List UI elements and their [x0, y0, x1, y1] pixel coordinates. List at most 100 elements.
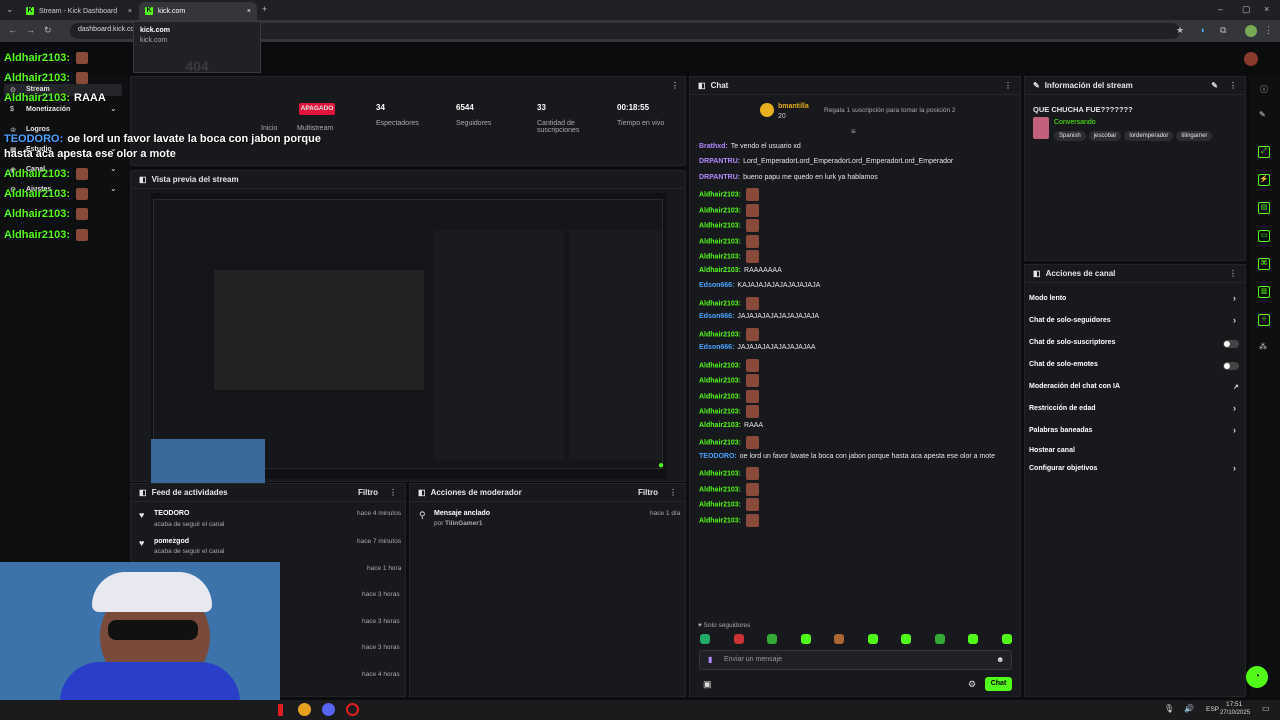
channel-action-2[interactable]: Chat de solo-seguidores ›: [1029, 315, 1241, 329]
new-tab-icon[interactable]: +: [262, 4, 268, 14]
chat-bubble-icon[interactable]: ▭: [1258, 230, 1270, 242]
gear-icon[interactable]: ⚙: [968, 679, 977, 689]
chat-username[interactable]: Aldhair2103:: [699, 470, 742, 478]
quick-emote-icon[interactable]: [800, 634, 811, 644]
chat-username[interactable]: Brathxd:: [699, 143, 728, 150]
toggle-switch[interactable]: [1223, 340, 1239, 348]
browser-menu-icon[interactable]: ⋮: [1264, 25, 1273, 35]
chat-username[interactable]: Aldhair2103:: [699, 501, 742, 509]
discord-icon[interactable]: [322, 703, 335, 716]
quick-emote-icon[interactable]: [901, 634, 911, 644]
tag[interactable]: lordemperador: [1124, 131, 1174, 141]
channel-action-9[interactable]: Configurar objetivos ›: [1029, 463, 1241, 477]
channel-action-3[interactable]: Chat de solo-suscriptores: [1029, 339, 1241, 351]
tag[interactable]: Spanish: [1054, 131, 1086, 141]
feed-item-name[interactable]: pomezgod: [154, 538, 189, 545]
forward-icon[interactable]: →: [26, 25, 35, 35]
quick-emote-icon[interactable]: [867, 634, 878, 644]
user-avatar[interactable]: [1244, 52, 1258, 66]
chat-username[interactable]: Aldhair2103:: [699, 253, 742, 261]
notification-icon[interactable]: ▭: [1262, 704, 1270, 713]
chrome-icon[interactable]: [298, 703, 311, 716]
chat-username[interactable]: Aldhair2103:: [699, 377, 742, 385]
more-options-icon[interactable]: ⋮: [1229, 81, 1237, 90]
quick-emote-icon[interactable]: [834, 634, 844, 644]
tag[interactable]: jescobar: [1088, 131, 1122, 141]
chat-username[interactable]: Aldhair2103:: [699, 439, 742, 447]
reload-icon[interactable]: ↻: [44, 25, 52, 35]
gift-icon[interactable]: ▣: [703, 679, 712, 689]
support-chat-icon[interactable]: ◔: [1246, 666, 1268, 688]
channel-action-8[interactable]: Hostear canal: [1029, 447, 1241, 459]
tab-stream-dashboard[interactable]: K Stream - Kick Dashboard ×: [20, 2, 138, 20]
maximize-icon[interactable]: ▢: [1242, 4, 1251, 14]
profile-avatar[interactable]: [1245, 25, 1257, 37]
chat-input[interactable]: ▮ Enviar un mensaje ☻: [699, 650, 1012, 670]
app-icon-red[interactable]: [278, 704, 283, 716]
mod-item-user[interactable]: TilinGamer1: [445, 520, 483, 527]
tag[interactable]: tilingamer: [1176, 131, 1213, 141]
chat-username[interactable]: Edson666:: [699, 282, 735, 289]
chat-username[interactable]: Aldhair2103:: [699, 331, 742, 339]
close-tab-icon[interactable]: ×: [127, 7, 132, 15]
emoji-picker-icon[interactable]: ☻: [996, 655, 1005, 664]
back-icon[interactable]: ←: [8, 25, 17, 35]
mic-icon[interactable]: 🎙: [1164, 704, 1175, 713]
feed-filter-button[interactable]: Filtro: [358, 488, 378, 497]
chat-username[interactable]: DRPANTRU:: [699, 174, 741, 181]
chat-username[interactable]: Aldhair2103:: [699, 267, 742, 274]
tab-kick[interactable]: K kick.com ×: [139, 2, 257, 20]
quick-emote-icon[interactable]: [767, 634, 777, 644]
toggle-switch[interactable]: [1223, 362, 1239, 370]
quick-emote-icon[interactable]: [968, 634, 978, 644]
chat-username[interactable]: Aldhair2103:: [699, 362, 742, 370]
extension-icon[interactable]: ◗: [1200, 25, 1206, 35]
chat-username[interactable]: Aldhair2103:: [699, 393, 742, 401]
channel-action-1[interactable]: Modo lento ›: [1029, 293, 1241, 307]
sidebar-item-ajustes[interactable]: ⚙ Ajustes ⌄: [4, 184, 122, 196]
expand-icon[interactable]: ⤢: [1258, 146, 1270, 158]
pencil-icon[interactable]: ✎: [1259, 110, 1266, 119]
minimize-icon[interactable]: –: [1218, 4, 1224, 14]
send-chat-button[interactable]: Chat: [985, 677, 1012, 691]
quick-emote-icon[interactable]: [1001, 634, 1012, 644]
quick-emote-icon[interactable]: [934, 634, 945, 644]
document-icon[interactable]: ▤: [1258, 202, 1270, 214]
connections-icon[interactable]: ⁂: [1259, 342, 1267, 351]
code-icon[interactable]: ⌘: [1258, 258, 1270, 270]
quick-emote-icon[interactable]: [733, 634, 744, 644]
channel-action-5[interactable]: Moderación del chat con IA ↗: [1029, 383, 1241, 395]
chat-username[interactable]: Aldhair2103:: [699, 222, 742, 230]
chat-username[interactable]: Aldhair2103:: [699, 408, 742, 416]
sidebar-item-stream[interactable]: ⊙ Stream: [4, 84, 122, 96]
omnibox-dropdown[interactable]: kick.com kick.com 404: [133, 21, 261, 74]
chat-username[interactable]: Aldhair2103:: [699, 300, 742, 308]
chat-username[interactable]: Aldhair2103:: [699, 517, 742, 525]
more-options-icon[interactable]: ⋮: [1229, 269, 1237, 278]
edit-icon[interactable]: ✎: [1211, 81, 1218, 90]
sidebar-item-monetizacion[interactable]: $ Monetización ⌄: [4, 104, 122, 116]
more-options-icon[interactable]: ⋮: [669, 488, 677, 497]
address-bar[interactable]: dashboard.kick.co: [70, 23, 1180, 39]
mod-filter-button[interactable]: Filtro: [638, 488, 658, 497]
chat-username[interactable]: DRPANTRU:: [699, 158, 741, 165]
chat-username[interactable]: Aldhair2103:: [699, 238, 742, 246]
chat-username[interactable]: Aldhair2103:: [699, 422, 742, 429]
wrench-icon[interactable]: ✧: [1258, 314, 1270, 326]
layout-icon[interactable]: ▥: [1258, 286, 1270, 298]
stream-video[interactable]: ●: [151, 193, 667, 503]
sidebar-item-logros[interactable]: ♔ Logros: [4, 124, 122, 136]
close-tab-icon[interactable]: ×: [246, 7, 251, 15]
bolt-icon[interactable]: ⚡: [1258, 174, 1270, 186]
channel-action-7[interactable]: Palabras baneadas ›: [1029, 425, 1241, 439]
bookmark-star-icon[interactable]: ★: [1176, 25, 1185, 35]
channel-action-6[interactable]: Restricción de edad ›: [1029, 403, 1241, 417]
category-name[interactable]: Conversando: [1054, 119, 1096, 126]
sidebar-item-canal[interactable]: ◉ Canal ⌄: [4, 164, 122, 176]
volume-icon[interactable]: 🔊: [1184, 704, 1194, 713]
collapse-icon[interactable]: ≡: [851, 127, 856, 136]
clock-time[interactable]: 17:51: [1226, 701, 1243, 708]
extensions-puzzle-icon[interactable]: ⧉: [1220, 25, 1227, 35]
close-window-icon[interactable]: ×: [1264, 4, 1270, 14]
sidebar-item-estudio[interactable]: ▦ Estudio ⌄: [4, 144, 122, 156]
